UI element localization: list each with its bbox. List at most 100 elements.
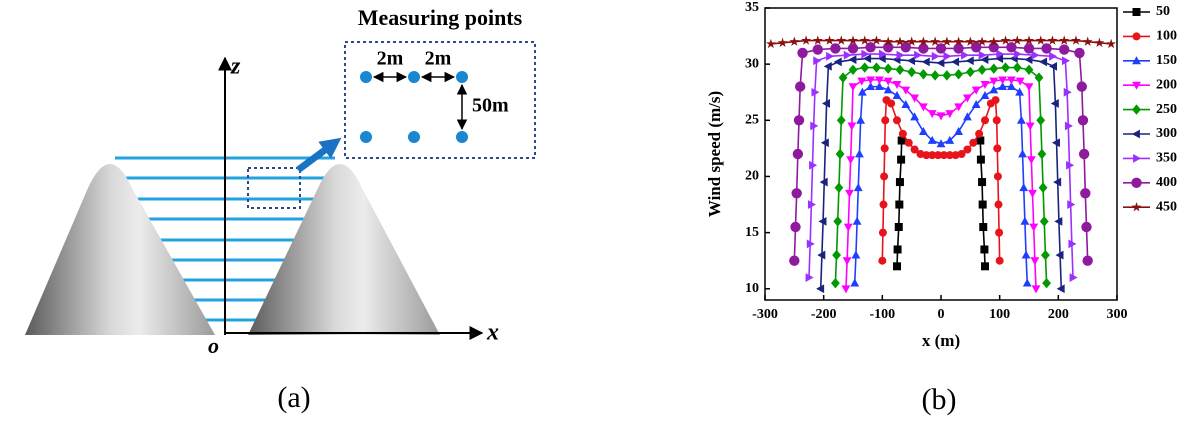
legend-label: 400 bbox=[1156, 175, 1177, 190]
legend-marker bbox=[1131, 202, 1142, 212]
data-point bbox=[1061, 56, 1070, 66]
data-point bbox=[995, 228, 1004, 237]
y-tick-label: 30 bbox=[745, 56, 759, 71]
data-point bbox=[961, 50, 970, 60]
data-point bbox=[979, 223, 988, 231]
data-point bbox=[850, 278, 860, 287]
data-point bbox=[978, 200, 987, 209]
data-point bbox=[1059, 35, 1070, 45]
data-point bbox=[991, 96, 1000, 105]
point bbox=[408, 131, 420, 143]
data-point bbox=[963, 145, 972, 154]
x-tick-label: -100 bbox=[869, 307, 895, 322]
data-point bbox=[848, 55, 857, 65]
data-point bbox=[1012, 35, 1023, 45]
data-point bbox=[894, 223, 903, 231]
data-point bbox=[1022, 278, 1032, 287]
point bbox=[456, 71, 468, 83]
data-point bbox=[875, 82, 884, 91]
data-point bbox=[817, 250, 826, 260]
data-point bbox=[811, 87, 820, 97]
legend-label: 350 bbox=[1156, 151, 1177, 166]
data-point bbox=[841, 285, 851, 294]
data-point bbox=[901, 99, 911, 108]
data-point bbox=[801, 35, 812, 45]
data-point bbox=[1041, 43, 1052, 54]
data-point bbox=[838, 72, 848, 83]
data-point bbox=[847, 43, 859, 54]
data-point bbox=[981, 116, 989, 125]
data-point bbox=[843, 50, 852, 60]
data-point bbox=[895, 178, 904, 187]
data-point bbox=[819, 177, 828, 187]
data-point bbox=[900, 42, 911, 53]
data-point bbox=[897, 136, 906, 145]
data-point bbox=[1038, 182, 1048, 193]
spacing-label: 2m bbox=[377, 48, 404, 70]
data-point bbox=[934, 151, 943, 160]
detail-box bbox=[344, 41, 536, 159]
data-point bbox=[861, 49, 870, 59]
data-point bbox=[998, 82, 1007, 91]
data-point bbox=[1039, 57, 1048, 67]
data-point bbox=[1081, 221, 1092, 233]
data-point bbox=[980, 91, 990, 99]
data-point bbox=[1049, 62, 1058, 71]
data-point bbox=[1028, 189, 1037, 198]
data-point bbox=[1050, 99, 1059, 108]
data-point bbox=[881, 116, 890, 125]
data-point bbox=[848, 83, 858, 92]
data-point bbox=[1030, 257, 1040, 266]
data-point bbox=[951, 57, 960, 67]
data-point bbox=[919, 103, 928, 112]
data-point bbox=[831, 277, 840, 289]
data-point bbox=[812, 35, 823, 45]
data-point bbox=[823, 62, 832, 71]
legend-label: 50 bbox=[1156, 4, 1170, 19]
data-point bbox=[848, 35, 858, 45]
data-point bbox=[1012, 62, 1022, 73]
data-point bbox=[1015, 77, 1025, 86]
data-point bbox=[1066, 160, 1075, 170]
origin-label: o bbox=[208, 333, 219, 358]
panel-label: (a) bbox=[277, 381, 310, 414]
data-point bbox=[1024, 83, 1034, 92]
data-point bbox=[907, 66, 917, 78]
data-point bbox=[953, 43, 964, 54]
data-point bbox=[980, 80, 990, 89]
series-line bbox=[834, 66, 1048, 284]
data-point bbox=[878, 49, 887, 59]
data-point bbox=[1006, 42, 1017, 53]
data-point bbox=[1067, 200, 1076, 209]
data-point bbox=[1063, 87, 1072, 97]
spacing-label: 2m bbox=[425, 48, 452, 70]
data-point bbox=[995, 256, 1004, 265]
data-point bbox=[851, 250, 861, 259]
data-point bbox=[919, 126, 928, 135]
x-tick-label: 100 bbox=[989, 307, 1010, 322]
data-point bbox=[977, 36, 988, 46]
data-point bbox=[856, 115, 866, 124]
data-point bbox=[816, 284, 825, 294]
data-point bbox=[965, 36, 976, 46]
data-point bbox=[883, 85, 893, 94]
data-point bbox=[995, 54, 1004, 63]
y-tick-label: 25 bbox=[745, 113, 759, 128]
data-point bbox=[1031, 50, 1040, 60]
data-point bbox=[936, 58, 945, 68]
data-point bbox=[928, 151, 937, 160]
data-point bbox=[897, 155, 906, 164]
data-point bbox=[820, 138, 829, 148]
data-point bbox=[998, 76, 1007, 85]
data-point bbox=[931, 51, 940, 61]
data-point bbox=[980, 55, 989, 65]
data-point bbox=[965, 56, 974, 66]
data-point bbox=[977, 64, 987, 75]
data-point bbox=[898, 129, 907, 138]
data-point bbox=[865, 42, 876, 53]
data-point bbox=[965, 66, 975, 78]
data-point bbox=[989, 77, 999, 86]
data-point bbox=[1049, 51, 1058, 61]
data-point bbox=[789, 36, 800, 46]
